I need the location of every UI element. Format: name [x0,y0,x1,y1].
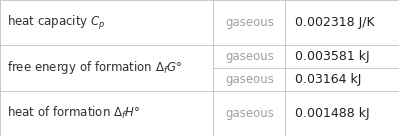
Bar [285,0,399,45]
Bar [213,68,285,91]
Text: 0.03164 kJ: 0.03164 kJ [295,73,361,86]
Bar [213,0,285,45]
Text: 0.003581 kJ: 0.003581 kJ [295,50,370,63]
Text: gaseous: gaseous [225,50,274,63]
Bar [0,68,213,91]
Text: gaseous: gaseous [225,16,274,29]
Bar [0,91,213,136]
Bar [285,91,399,136]
Text: gaseous: gaseous [225,107,274,120]
Bar [285,68,399,91]
Text: heat of formation $\Delta_f H°$: heat of formation $\Delta_f H°$ [7,105,140,121]
Bar [285,45,399,68]
Text: free energy of formation $\Delta_f G°$: free energy of formation $\Delta_f G°$ [7,60,183,76]
Bar [0,0,213,45]
Text: 0.002318 J/K: 0.002318 J/K [295,16,375,29]
Bar [0,45,213,68]
Bar [213,91,285,136]
Bar [213,45,285,68]
Text: gaseous: gaseous [225,73,274,86]
Text: heat capacity $C_p$: heat capacity $C_p$ [7,14,106,32]
Text: 0.001488 kJ: 0.001488 kJ [295,107,370,120]
